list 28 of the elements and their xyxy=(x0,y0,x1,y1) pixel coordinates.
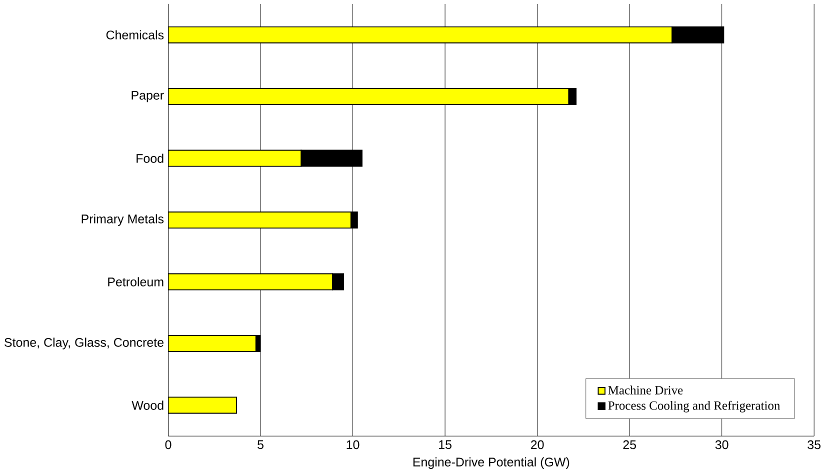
bar xyxy=(568,88,577,106)
y-tick-label: Primary Metals xyxy=(82,214,164,226)
bar xyxy=(168,396,238,414)
legend-label: Process Cooling and Refrigeration xyxy=(608,400,780,412)
bar xyxy=(332,273,344,290)
bar xyxy=(168,150,302,167)
x-tick-label: 20 xyxy=(531,440,544,450)
legend-label: Machine Drive xyxy=(608,386,683,394)
y-tick-label: Chemicals xyxy=(106,30,164,40)
bar xyxy=(168,335,256,352)
bar xyxy=(168,88,570,106)
y-tick-label: Paper xyxy=(132,91,164,102)
bar xyxy=(168,273,333,290)
bar xyxy=(168,26,672,44)
y-tick-label: Petroleum xyxy=(108,277,164,286)
bar xyxy=(168,212,352,229)
x-axis-title: Engine-Drive Potential (GW) xyxy=(413,457,570,469)
x-tick-label: 25 xyxy=(623,440,636,450)
x-tick-label: 35 xyxy=(808,440,821,450)
x-tick-label: 5 xyxy=(258,440,264,450)
x-tick-label: 0 xyxy=(165,440,172,450)
x-tick-label: 10 xyxy=(346,440,360,450)
x-tick-label: 15 xyxy=(439,440,452,450)
y-tick-label: Food xyxy=(136,154,164,163)
x-tick-label: 30 xyxy=(715,440,728,450)
bar xyxy=(300,150,362,167)
y-tick-label: Wood xyxy=(132,400,164,410)
y-tick-label: Stone, Clay, Glass, Concrete xyxy=(4,338,164,350)
